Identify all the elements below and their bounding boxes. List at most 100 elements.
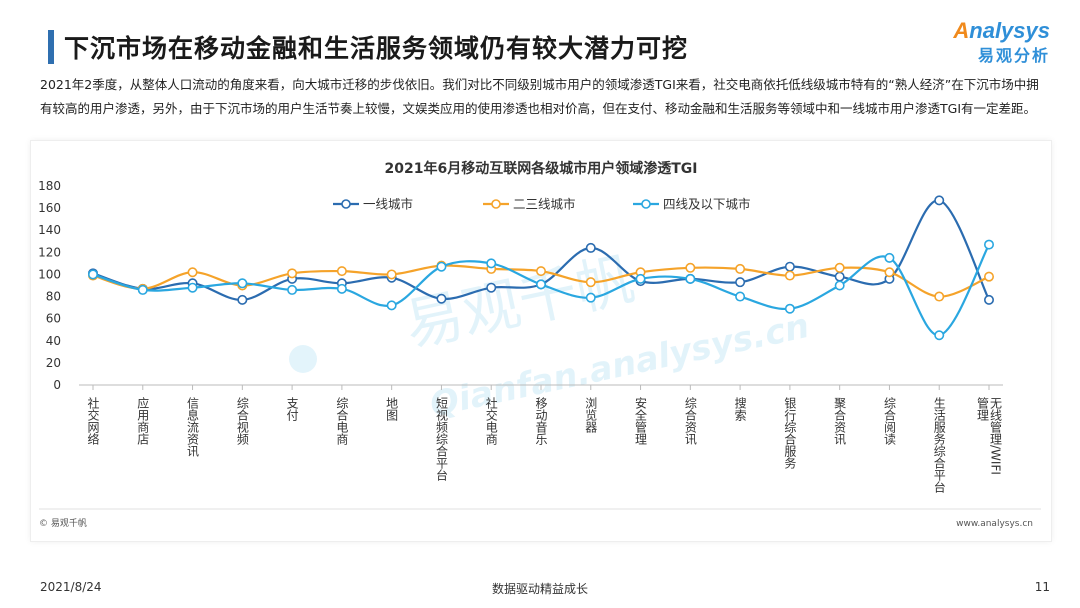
y-tick-label: 120 <box>38 245 61 259</box>
footer-page-number: 11 <box>1034 580 1050 594</box>
data-point <box>187 267 198 278</box>
intro-paragraph: 2021年2季度，从整体人口流动的角度来看，向大城市迁移的步伐依旧。我们对比不同… <box>40 77 1039 116</box>
data-point <box>735 291 746 302</box>
logo-wordmark: Analysys <box>953 18 1050 44</box>
x-tick-label: 社交网络 <box>86 396 100 445</box>
watermark-text-cn: 易观千帆 <box>399 245 640 360</box>
x-tick-label: 银行综合服务 <box>783 397 797 469</box>
legend-marker-1 <box>341 199 351 209</box>
data-point <box>237 278 248 289</box>
data-point <box>585 242 596 253</box>
logo-text-cn: 易观分析 <box>977 46 1050 65</box>
y-tick-label: 140 <box>38 223 61 237</box>
data-point <box>983 271 994 282</box>
data-point <box>436 293 447 304</box>
footer-slogan: 数据驱动精益成长 <box>491 582 588 596</box>
x-tick-label: 综合视频 <box>235 397 249 446</box>
data-point <box>486 258 497 269</box>
data-point <box>934 291 945 302</box>
data-point <box>287 268 298 279</box>
data-point <box>834 271 845 282</box>
legend-label-3: 四线及以下城市 <box>663 197 751 212</box>
data-point <box>784 261 795 272</box>
chart-title: 2021年6月移动互联网各级城市用户领域渗透TGI <box>385 160 698 177</box>
data-point <box>436 261 447 272</box>
data-point <box>137 284 148 295</box>
x-tick-label: 地图 <box>385 397 399 421</box>
data-point <box>486 282 497 293</box>
x-tick-label: 综合阅读 <box>882 397 896 446</box>
data-point <box>735 263 746 274</box>
data-point <box>934 330 945 341</box>
data-point <box>336 266 347 277</box>
logo-text-en: nalysys <box>969 18 1050 43</box>
x-tick-label: 浏览器 <box>584 397 598 434</box>
tgi-line-chart: 易观千帆 Qianfan.analysys.cn 2021年6月移动互联网各级城… <box>38 160 1041 529</box>
x-axis: 社交网络 应用商店 信息流资讯 综合视频 支付 综合电商 地图 短视频综合平台 社交电商 移动音乐… <box>79 384 1003 493</box>
title-accent-bar <box>48 30 54 64</box>
data-point <box>934 195 945 206</box>
y-tick-label: 0 <box>53 378 61 392</box>
data-point <box>834 280 845 291</box>
x-tick-label: 搜索 <box>733 396 747 421</box>
data-point <box>685 262 696 273</box>
page-title: 下沉市场在移动金融和生活服务领域仍有较大潜力可挖 <box>64 34 689 63</box>
legend-marker-2 <box>491 199 501 209</box>
y-tick-label: 180 <box>38 179 61 193</box>
x-tick-label: 信息流资讯 <box>186 397 200 458</box>
y-tick-label: 100 <box>38 267 61 281</box>
chart-source-left: © 易观千帆 <box>39 517 87 529</box>
data-point <box>87 269 98 280</box>
y-tick-label: 40 <box>46 334 61 348</box>
analysys-logo: Analysys 易观分析 <box>953 18 1050 66</box>
y-tick-label: 60 <box>46 312 61 326</box>
data-point <box>834 262 845 273</box>
x-tick-label: 支付 <box>285 397 299 422</box>
footer-date: 2021/8/24 <box>40 580 102 594</box>
logo-letter-a: A <box>953 18 970 43</box>
x-tick-label: 管理 <box>976 396 990 421</box>
data-point <box>983 294 994 305</box>
data-point <box>336 283 347 294</box>
x-tick-label: 应用商店 <box>136 396 150 445</box>
x-tick-label: 综合电商 <box>335 397 349 446</box>
y-axis: 0 20 40 60 80 100 120 140 160 180 <box>38 179 61 392</box>
chart-card: 易观千帆 Qianfan.analysys.cn 2021年6月移动互联网各级城… <box>30 140 1052 542</box>
data-point <box>884 252 895 263</box>
data-point <box>735 277 746 288</box>
x-tick-label: 综合资讯 <box>683 397 697 446</box>
data-point <box>585 292 596 303</box>
data-point <box>386 300 397 311</box>
y-tick-label: 160 <box>38 201 61 215</box>
data-point <box>535 266 546 277</box>
data-point <box>187 282 198 293</box>
chart-source-right: www.analysys.cn <box>956 519 1033 529</box>
data-point <box>386 269 397 280</box>
x-tick-label: 聚合资讯 <box>833 397 847 446</box>
data-point <box>784 270 795 281</box>
chart-legend: 一线城市 二三线城市 四线及以下城市 <box>333 197 751 212</box>
data-point <box>287 284 298 295</box>
data-point <box>983 239 994 250</box>
data-point <box>635 273 646 284</box>
legend-label-2: 二三线城市 <box>513 197 576 212</box>
data-point <box>535 279 546 290</box>
watermark-dot-icon <box>289 345 317 373</box>
data-point <box>685 273 696 284</box>
data-point <box>237 294 248 305</box>
legend-marker-3 <box>641 199 651 209</box>
legend-label-1: 一线城市 <box>363 197 413 212</box>
series-layer <box>87 195 994 341</box>
series-3 <box>87 239 994 341</box>
x-tick-label: 无线管理/WIFI <box>989 397 1003 475</box>
x-tick-label: 生活服务综合平台 <box>932 397 946 493</box>
y-tick-label: 80 <box>46 290 61 304</box>
x-tick-label: 安全管理 <box>634 396 648 445</box>
data-point <box>585 277 596 288</box>
data-point <box>784 303 795 314</box>
x-tick-label: 移动音乐 <box>534 397 548 445</box>
x-tick-label: 短视频综合平台 <box>434 397 448 481</box>
x-tick-label: 社交电商 <box>484 396 498 446</box>
y-tick-label: 20 <box>46 356 61 370</box>
data-point <box>884 267 895 278</box>
